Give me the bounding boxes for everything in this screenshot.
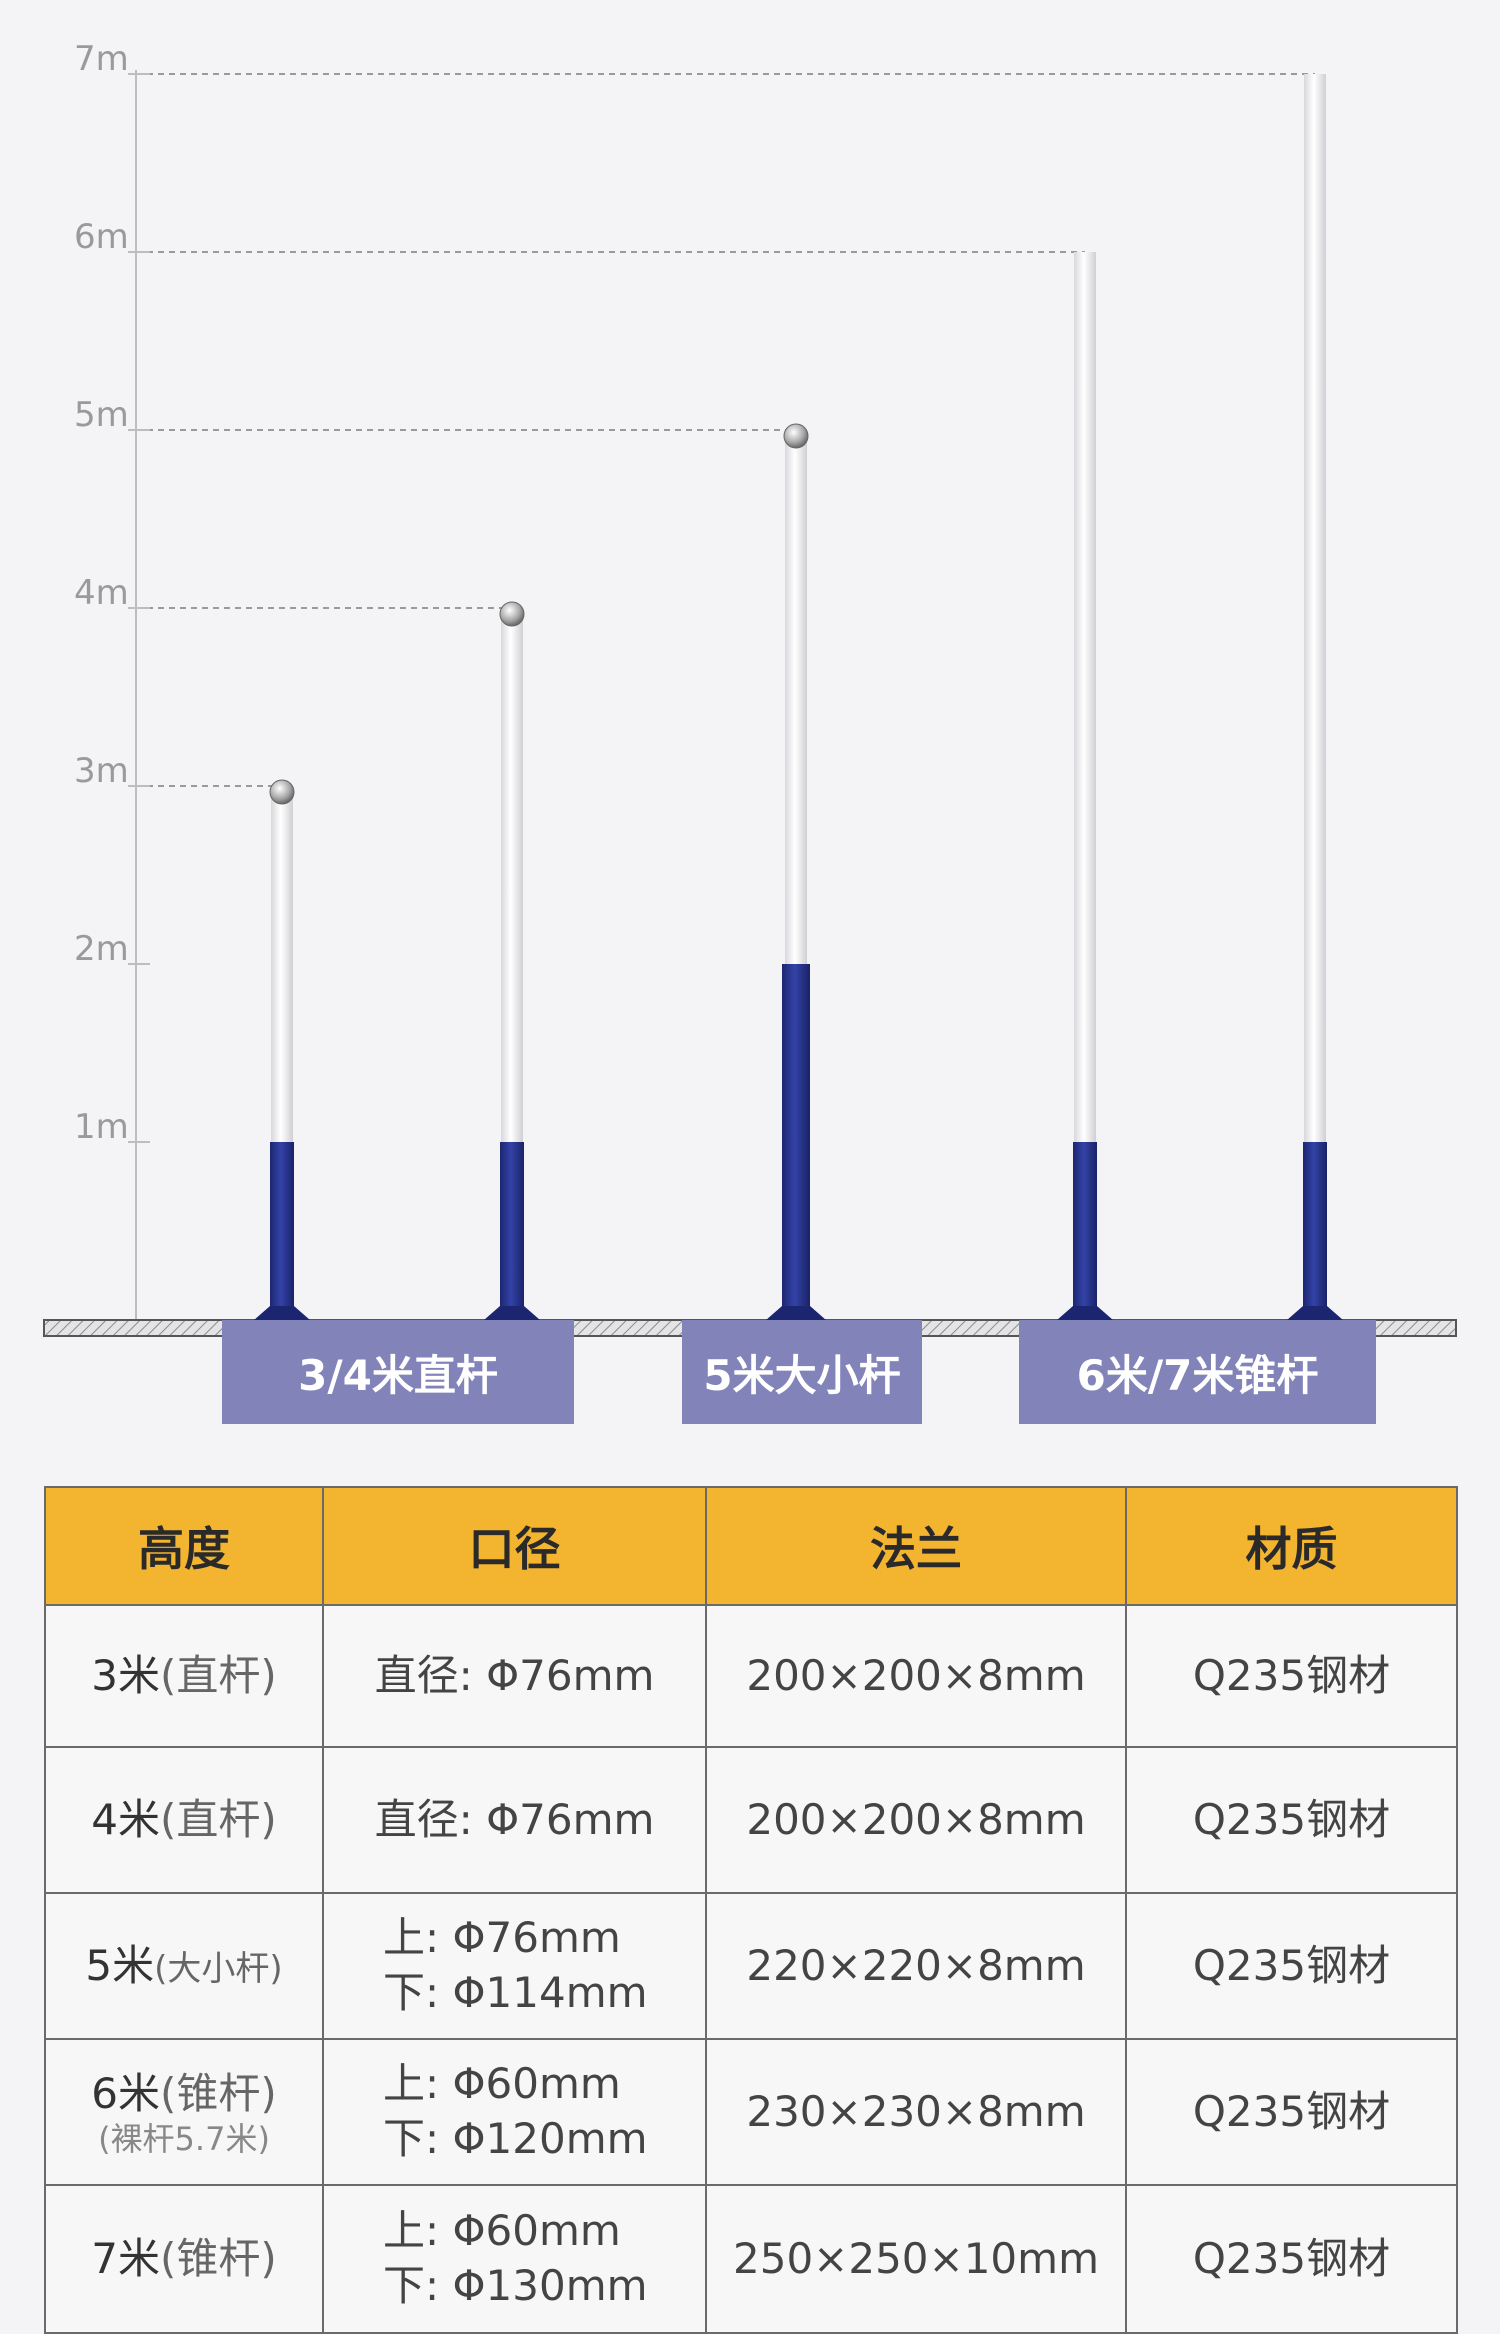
pole-upper-section [271, 794, 293, 1150]
pole-base-section [1073, 1142, 1097, 1320]
cell-diameter: 直径: Φ76mm [322, 1604, 707, 1748]
cell-diameter: 上: Φ60mm 下: Φ130mm [322, 2184, 707, 2334]
pole-flange [484, 1306, 540, 1320]
category-label-stepped: 5米大小杆 [682, 1320, 922, 1424]
pole-upper-section [785, 438, 807, 972]
pole-base-section [1303, 1142, 1327, 1320]
y-tick-label: 3m [74, 751, 129, 791]
pole [484, 601, 540, 1320]
pole-base-section [782, 964, 810, 1320]
pole-upper-section [501, 616, 523, 1150]
pole [1287, 74, 1343, 1320]
table-row: 7米(锥杆) 上: Φ60mm 下: Φ130mm 250×250×10mm Q2… [44, 2184, 1458, 2334]
pole-base-section [270, 1142, 294, 1320]
pole-upper-section [1074, 252, 1096, 1142]
table-row: 4米(直杆) 直径: Φ76mm 200×200×8mm Q235钢材 [44, 1746, 1458, 1894]
pole-cap-ball [499, 601, 525, 627]
cell-flange: 230×230×8mm [705, 2038, 1127, 2186]
table-row: 5米(大小杆) 上: Φ76mm 下: Φ114mm 220×220×8mm Q2… [44, 1892, 1458, 2040]
pole-flange [766, 1306, 826, 1320]
y-tick-label: 7m [74, 39, 129, 79]
pole-flange [1287, 1306, 1343, 1320]
spec-table: 高度 口径 法兰 材质 3米(直杆) 直径: Φ76mm 200×200×8mm… [44, 1486, 1458, 2334]
pole [1057, 252, 1113, 1320]
cell-material: Q235钢材 [1125, 2038, 1458, 2186]
cell-material: Q235钢材 [1125, 1746, 1458, 1894]
y-tick-label: 2m [74, 929, 129, 969]
pole-cap-ball [269, 779, 295, 805]
y-tick-label: 5m [74, 395, 129, 435]
pole-flange [1057, 1306, 1113, 1320]
cell-flange: 200×200×8mm [705, 1604, 1127, 1748]
pole-base-section [500, 1142, 524, 1320]
cell-height: 7米(锥杆) [44, 2184, 324, 2334]
cell-diameter: 直径: Φ76mm [322, 1746, 707, 1894]
y-tick-label: 6m [74, 217, 129, 257]
pole-height-diagram: 7m 6m 5m 4m 3m 2m 1m [43, 39, 1457, 1337]
cell-height: 5米(大小杆) [44, 1892, 324, 2040]
cell-material: Q235钢材 [1125, 1892, 1458, 2040]
pole-upper-section [1304, 74, 1326, 1142]
y-axis-tick-labels: 7m 6m 5m 4m 3m 2m 1m [74, 39, 150, 1147]
poles-group [254, 74, 1343, 1320]
cell-material: Q235钢材 [1125, 1604, 1458, 1748]
cell-flange: 220×220×8mm [705, 1892, 1127, 2040]
table-header-row: 高度 口径 法兰 材质 [44, 1486, 1458, 1606]
y-tick-label: 1m [74, 1107, 129, 1147]
cell-height: 6米(锥杆) (裸杆5.7米) [44, 2038, 324, 2186]
y-tick-label: 4m [74, 573, 129, 613]
pole [254, 779, 310, 1320]
pole-flange [254, 1306, 310, 1320]
cell-diameter: 上: Φ60mm 下: Φ120mm [322, 2038, 707, 2186]
header-material: 材质 [1125, 1486, 1458, 1606]
header-flange: 法兰 [705, 1486, 1127, 1606]
height-gridlines [136, 73, 1315, 787]
table-row: 6米(锥杆) (裸杆5.7米) 上: Φ60mm 下: Φ120mm 230×230… [44, 2038, 1458, 2186]
cell-height: 4米(直杆) [44, 1746, 324, 1894]
cell-flange: 250×250×10mm [705, 2184, 1127, 2334]
category-label-tapered: 6米/7米锥杆 [1019, 1320, 1376, 1424]
pole-cap-ball [783, 423, 809, 449]
cell-diameter: 上: Φ76mm 下: Φ114mm [322, 1892, 707, 2040]
header-height: 高度 [44, 1486, 324, 1606]
cell-flange: 200×200×8mm [705, 1746, 1127, 1894]
cell-height: 3米(直杆) [44, 1604, 324, 1748]
cell-material: Q235钢材 [1125, 2184, 1458, 2334]
pole [766, 423, 826, 1320]
header-diameter: 口径 [322, 1486, 707, 1606]
table-row: 3米(直杆) 直径: Φ76mm 200×200×8mm Q235钢材 [44, 1604, 1458, 1748]
category-label-straight: 3/4米直杆 [222, 1320, 574, 1424]
